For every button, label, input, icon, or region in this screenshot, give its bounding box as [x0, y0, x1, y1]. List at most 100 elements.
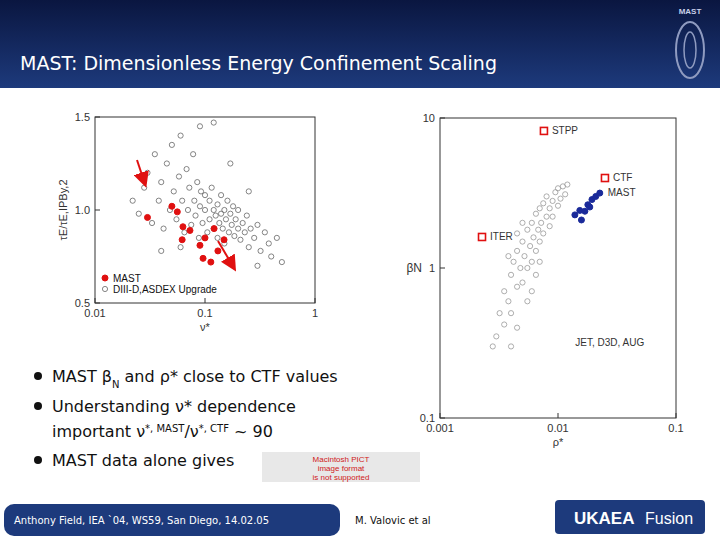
x-tick-label: 0.01 — [547, 422, 568, 434]
x-tick — [315, 298, 316, 303]
point — [205, 230, 210, 235]
point — [238, 237, 243, 242]
legend-label: DIII-D,ASDEX Upgrade — [113, 284, 217, 295]
point — [544, 194, 549, 199]
point — [223, 217, 228, 222]
point — [220, 226, 225, 231]
point — [142, 185, 147, 190]
author: M. Valovic et al — [355, 515, 431, 526]
bullet-dot — [34, 456, 42, 464]
point — [255, 222, 260, 227]
point — [252, 235, 257, 240]
point — [180, 224, 186, 230]
placeholder-text: image format — [318, 464, 365, 473]
arrow — [218, 241, 234, 268]
text-run: *, MAST — [145, 423, 185, 434]
point — [182, 230, 187, 235]
point — [258, 248, 263, 253]
y-label: τE/τE,IPBy,2 — [57, 179, 69, 240]
x-tick-label: 0.1 — [197, 307, 212, 319]
point — [518, 265, 523, 270]
point — [184, 166, 189, 171]
point — [514, 284, 519, 289]
point — [196, 235, 201, 240]
point — [514, 248, 519, 253]
series-label: JET, D3D, AUG — [575, 337, 644, 348]
brand: Fusion — [645, 510, 693, 527]
point — [191, 152, 196, 157]
point — [149, 220, 154, 225]
point — [539, 220, 544, 225]
point — [558, 196, 563, 201]
point — [130, 198, 135, 203]
legend-label: MAST — [113, 273, 141, 284]
x-tick — [440, 413, 441, 418]
slide: MAST: Dimensionless Energy Confinement S… — [0, 0, 720, 540]
arrow — [137, 160, 145, 184]
x-tick — [205, 298, 206, 303]
point — [508, 272, 513, 277]
point — [136, 211, 141, 216]
point — [159, 248, 164, 253]
point — [246, 189, 251, 194]
series-label: ITER — [490, 231, 513, 242]
point — [572, 212, 578, 218]
point — [508, 344, 513, 349]
point — [208, 259, 214, 265]
point — [226, 230, 231, 235]
text-run: MAST data alone gives — [52, 451, 234, 470]
text-run: /ν — [184, 422, 198, 441]
point — [601, 175, 608, 182]
point — [156, 198, 161, 203]
point — [582, 208, 588, 214]
point — [514, 231, 519, 236]
point — [537, 259, 542, 264]
point — [159, 180, 164, 185]
point — [520, 280, 525, 285]
point — [555, 203, 560, 208]
text-run: Understanding ν* dependence — [52, 397, 296, 416]
point — [533, 211, 538, 216]
point — [533, 272, 538, 277]
point — [502, 322, 507, 327]
point — [578, 217, 584, 223]
point — [497, 311, 502, 316]
point — [179, 237, 185, 243]
y-label: βN — [406, 261, 422, 275]
point — [506, 254, 511, 259]
legend-box — [98, 270, 218, 296]
point — [174, 217, 179, 222]
point — [211, 226, 216, 231]
plot-frame — [440, 118, 676, 418]
y-tick — [95, 117, 100, 118]
point — [522, 254, 527, 259]
y-tick — [440, 268, 445, 269]
point — [144, 214, 150, 220]
text-run: important ν — [52, 422, 145, 441]
x-tick-label: 0.1 — [668, 422, 683, 434]
point — [197, 242, 203, 248]
bullet-text: MAST data alone gives — [52, 451, 234, 470]
point — [506, 299, 511, 304]
brand: UKAEA — [574, 509, 634, 528]
point — [209, 185, 214, 190]
point — [533, 248, 538, 253]
point — [222, 207, 227, 212]
brand-box — [555, 500, 705, 534]
point — [102, 286, 107, 291]
point — [527, 243, 532, 248]
point — [246, 245, 251, 250]
x-label: ν* — [200, 321, 211, 333]
logo-ring — [684, 32, 696, 68]
point — [217, 220, 222, 225]
point — [197, 204, 202, 209]
point — [233, 217, 238, 222]
y-tick — [440, 418, 445, 419]
point — [192, 198, 197, 203]
point — [228, 211, 233, 216]
x-tick-label: 1 — [312, 307, 318, 319]
point — [279, 259, 284, 264]
footer-text: Anthony Field, IEA `04, WS59, San Diego,… — [14, 515, 269, 526]
data-layer — [479, 127, 609, 349]
point — [597, 190, 603, 196]
